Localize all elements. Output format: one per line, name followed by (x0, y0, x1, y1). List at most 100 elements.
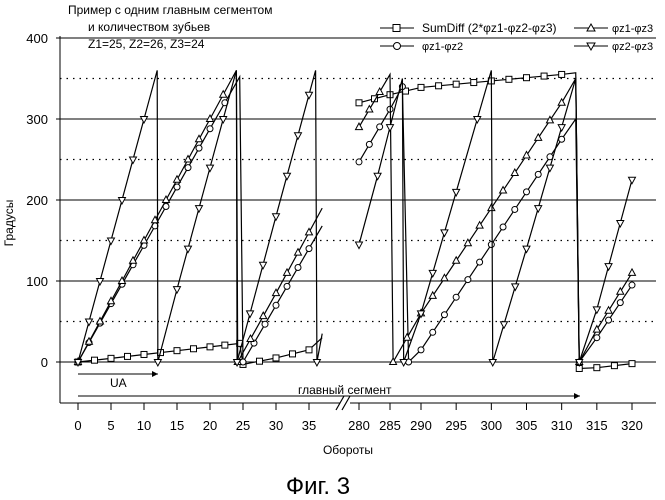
data-point-triangle-up (260, 312, 267, 319)
data-point-triangle-down (174, 287, 181, 294)
data-point-triangle-down (474, 117, 481, 124)
data-point-triangle-up (185, 156, 192, 163)
data-point-square (191, 346, 197, 352)
data-point-circle (273, 302, 279, 308)
data-point-circle (262, 321, 268, 327)
data-point-circle (512, 206, 518, 212)
data-point-triangle-up (295, 249, 302, 256)
data-point-circle (295, 265, 301, 271)
data-point-triangle-down (500, 322, 507, 329)
series-group (75, 70, 636, 371)
data-point-triangle-down (207, 165, 214, 172)
data-point-circle (207, 126, 213, 132)
data-point-circle (284, 283, 290, 289)
data-point-triangle-down (512, 284, 519, 291)
data-point-square (290, 351, 296, 357)
legend-z1z3-label: φz1-φz3 (612, 23, 653, 35)
data-point-triangle-down (605, 264, 612, 271)
data-point-triangle-down (130, 157, 137, 164)
data-point-triangle-down (523, 246, 530, 253)
x-tick-label: 280 (348, 418, 370, 433)
data-point-circle (535, 171, 541, 177)
data-point-triangle-up (306, 228, 313, 235)
data-point-triangle-down (313, 360, 320, 367)
data-point-circle (377, 124, 383, 130)
data-point-triangle-down (220, 117, 227, 124)
data-point-square (611, 363, 617, 369)
data-point-circle (559, 136, 565, 142)
data-point-triangle-down (617, 220, 624, 227)
series-triangle-up (75, 70, 636, 364)
data-point-square (222, 342, 228, 348)
data-point-circle (196, 145, 202, 151)
data-point-triangle-down (247, 311, 254, 318)
main-segment-label: главный сегмент (298, 383, 392, 397)
data-point-square (541, 73, 547, 79)
data-point-triangle-down (453, 189, 460, 196)
data-point-triangle-up (390, 358, 397, 365)
data-point-square (207, 344, 213, 350)
legend-sumdiff-marker (393, 25, 400, 32)
data-point-triangle-down (629, 177, 636, 184)
series-square (75, 71, 635, 371)
data-point-triangle-down (260, 262, 267, 269)
data-point-triangle-down (185, 246, 192, 253)
data-point-triangle-up (207, 115, 214, 122)
data-point-square (453, 81, 459, 87)
data-point-square (273, 355, 279, 361)
data-point-square (436, 83, 442, 89)
x-tick-label: 20 (203, 418, 217, 433)
x-tick-label: 35 (302, 418, 316, 433)
data-point-triangle-down (284, 173, 291, 180)
x-tick-label: 305 (516, 418, 538, 433)
data-point-square (594, 365, 600, 371)
data-point-circle (306, 246, 312, 252)
annotation-line-1: Пример с одним главным сегментом (68, 3, 272, 17)
data-point-triangle-up (273, 289, 280, 296)
x-tick-label: 25 (236, 418, 250, 433)
data-point-circle (465, 277, 471, 283)
legend-z1z2-marker (394, 43, 401, 50)
data-point-square (629, 361, 635, 367)
data-point-triangle-up (196, 135, 203, 142)
legend: SumDiff (2*φz1-φz2-φz3) φz1-φz3 φz1-φz2 … (380, 21, 653, 53)
data-point-triangle-down (141, 117, 148, 124)
data-point-circle (606, 317, 612, 323)
data-point-triangle-down (306, 92, 313, 99)
x-tick-label: 285 (379, 418, 401, 433)
x-tick-label: 315 (586, 418, 608, 433)
data-point-triangle-up (629, 269, 636, 276)
x-tick-label: 300 (480, 418, 502, 433)
data-point-triangle-down (86, 319, 93, 326)
data-point-circle (356, 159, 362, 165)
data-point-triangle-down (441, 230, 448, 237)
data-point-circle (366, 141, 372, 147)
x-tick-label: 10 (137, 418, 151, 433)
data-point-triangle-down (196, 206, 203, 213)
data-point-square (471, 80, 477, 86)
data-point-triangle-up (220, 91, 227, 98)
data-point-triangle-up (174, 176, 181, 183)
figure-caption: Фиг. 3 (286, 473, 350, 500)
data-point-triangle-up (558, 99, 565, 106)
data-point-triangle-up (247, 335, 254, 342)
data-point-square (559, 71, 565, 77)
data-point-triangle-down (108, 238, 115, 245)
x-tick-label: 295 (445, 418, 467, 433)
data-point-circle (418, 347, 424, 353)
data-point-square (257, 358, 263, 364)
data-point-circle (617, 300, 623, 306)
data-point-square (306, 347, 312, 353)
x-axis-label: Обороты (323, 443, 373, 457)
data-point-square (92, 357, 98, 363)
data-point-triangle-down (387, 125, 394, 132)
data-point-square (418, 84, 424, 90)
data-point-circle (500, 224, 506, 230)
data-point-circle (441, 312, 447, 318)
legend-sumdiff-label: SumDiff (2*φz1-φz2-φz3) (422, 21, 556, 35)
x-tick-label: 15 (170, 418, 184, 433)
data-point-square (506, 76, 512, 82)
data-point-triangle-down (593, 307, 600, 314)
data-point-triangle-up (284, 269, 291, 276)
data-point-triangle-down (154, 360, 161, 367)
